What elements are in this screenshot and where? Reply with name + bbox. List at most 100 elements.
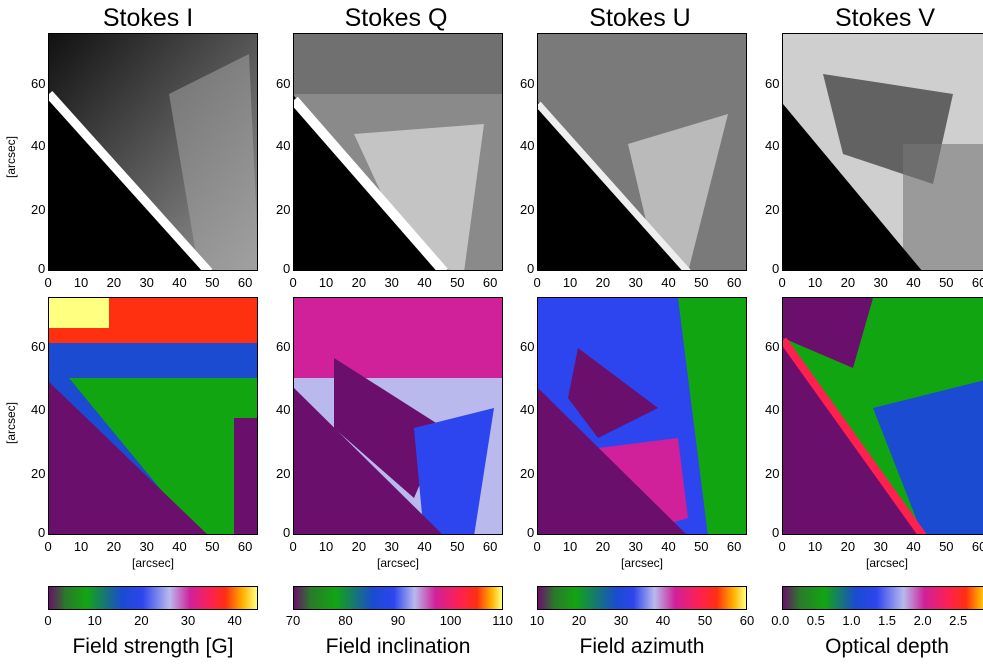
colorbar-field-strength	[48, 586, 258, 610]
y-tick: 40	[276, 402, 291, 417]
x-tick: 30	[384, 275, 399, 290]
x-tick: 30	[628, 539, 643, 554]
y-tick: 60	[520, 339, 535, 354]
panel-field-inclination	[293, 297, 503, 535]
colorbar-optical-depth	[782, 586, 983, 610]
y-tick: 0	[527, 525, 535, 540]
x-tick: 20	[840, 275, 856, 290]
x-tick: 20	[595, 539, 611, 554]
x-tick: 10	[73, 275, 89, 290]
x-tick: 50	[939, 275, 954, 290]
x-tick: 0	[44, 275, 52, 290]
panel-stokes-i	[48, 33, 258, 271]
y-tick: 60	[520, 76, 535, 91]
x-axis-label-col1: [arcsec]	[131, 556, 174, 570]
colorbar-tick: 50	[697, 613, 713, 628]
colorbar-field-azimuth	[537, 586, 747, 610]
x-tick: 10	[807, 275, 823, 290]
colorbar-label-field-azimuth: Field azimuth	[579, 635, 705, 658]
x-tick: 10	[318, 539, 334, 554]
x-tick: 40	[661, 539, 676, 554]
y-axis-label: [arcsec]	[4, 401, 18, 444]
panel-stokes-v	[782, 33, 983, 271]
x-tick: 60	[482, 275, 498, 290]
y-tick: 0	[283, 525, 291, 540]
x-tick: 50	[694, 539, 709, 554]
x-tick: 60	[726, 539, 742, 554]
x-tick: 40	[906, 539, 921, 554]
colorbar-tick: 0	[44, 613, 52, 628]
x-tick: 30	[384, 539, 399, 554]
colorbar-tick: 2.5	[949, 613, 968, 628]
x-tick: 40	[417, 275, 432, 290]
x-tick: 40	[172, 275, 187, 290]
x-tick: 40	[172, 539, 187, 554]
colorbar-tick: 110	[492, 613, 513, 628]
x-tick: 60	[237, 539, 253, 554]
colorbar-tick: 0.5	[806, 613, 825, 628]
x-tick: 30	[873, 539, 888, 554]
colorbar-tick: 70	[285, 613, 301, 628]
colorbar-tick: 10	[529, 613, 545, 628]
x-tick: 50	[450, 539, 465, 554]
colorbar-tick: 20	[134, 613, 149, 628]
y-tick: 20	[765, 202, 780, 217]
x-tick: 40	[661, 275, 676, 290]
x-tick: 30	[139, 539, 154, 554]
x-tick: 20	[351, 539, 367, 554]
y-tick: 0	[527, 261, 535, 276]
colorbar-tick: 1.5	[877, 613, 897, 628]
colorbar-tick: 10	[87, 613, 102, 628]
x-tick: 20	[106, 275, 122, 290]
x-tick: 60	[482, 539, 498, 554]
colorbar-tick: 40	[227, 613, 242, 628]
x-tick: 50	[694, 275, 709, 290]
y-axis-label: [arcsec]	[4, 135, 18, 178]
y-tick: 20	[276, 202, 291, 217]
colorbar-tick: 0.0	[771, 613, 790, 628]
x-tick: 60	[971, 539, 983, 554]
panel-stokes-u	[537, 33, 747, 271]
colorbar-field-inclination	[293, 586, 503, 610]
colorbar-tick: 80	[338, 613, 353, 628]
x-tick: 20	[351, 275, 367, 290]
y-tick: 0	[38, 261, 46, 276]
x-tick: 0	[289, 539, 297, 554]
x-tick: 60	[971, 275, 983, 290]
x-tick: 20	[840, 539, 856, 554]
x-tick: 0	[778, 539, 786, 554]
colorbar-tick: 2.0	[913, 613, 932, 628]
y-tick: 20	[520, 202, 535, 217]
colorbar-tick: 90	[390, 613, 406, 628]
x-tick: 20	[595, 275, 611, 290]
y-tick: 40	[31, 138, 46, 153]
colorbar-tick: 20	[571, 613, 587, 628]
y-tick: 20	[31, 202, 46, 217]
y-tick: 40	[765, 402, 780, 417]
colorbar-label-field-strength: Field strength [G]	[72, 635, 234, 658]
x-tick: 0	[533, 539, 541, 554]
colorbar-tick: 1.0	[842, 613, 861, 628]
panel-optical-depth	[782, 297, 983, 535]
panel-field-azimuth	[537, 297, 747, 535]
colorbar-label-field-inclination: Field inclination	[325, 635, 471, 658]
y-tick: 60	[31, 339, 46, 354]
title-stokes-v: Stokes V	[834, 4, 936, 32]
y-tick: 60	[765, 76, 780, 91]
x-tick: 0	[533, 275, 541, 290]
x-tick: 50	[450, 275, 465, 290]
y-tick: 60	[276, 339, 291, 354]
x-tick: 10	[562, 275, 578, 290]
y-tick: 0	[283, 261, 291, 276]
colorbar-tick: 30	[613, 613, 629, 628]
panel-stokes-q	[293, 33, 503, 271]
colorbar-tick: 40	[655, 613, 671, 628]
y-tick: 0	[38, 525, 46, 540]
y-tick: 20	[276, 466, 291, 481]
x-tick: 40	[417, 539, 432, 554]
y-tick: 40	[765, 138, 780, 153]
x-tick: 60	[237, 275, 253, 290]
x-tick: 0	[44, 539, 52, 554]
y-tick: 40	[276, 138, 291, 153]
x-tick: 30	[139, 275, 154, 290]
